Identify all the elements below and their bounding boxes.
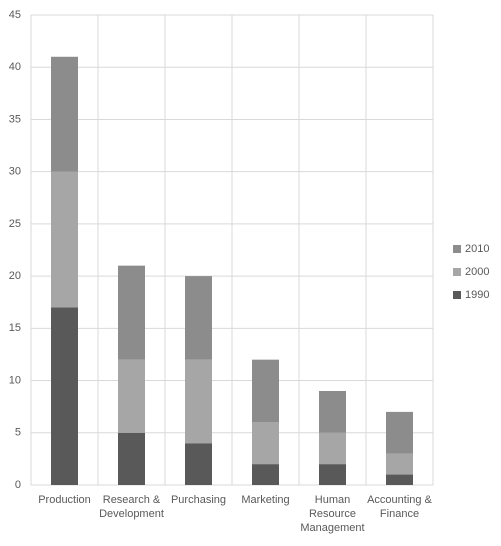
bar-segment xyxy=(185,443,212,485)
x-tick-label: Marketing xyxy=(241,494,290,506)
legend-swatch xyxy=(453,291,461,299)
x-tick-label: Production xyxy=(38,494,91,506)
bar-segment xyxy=(252,422,279,465)
bar-segment xyxy=(118,359,145,433)
legend-label: 1990 xyxy=(465,289,489,301)
y-tick-label: 40 xyxy=(9,61,21,73)
y-tick-label: 20 xyxy=(9,270,21,282)
bar-segment xyxy=(386,411,413,454)
bar-segment xyxy=(51,56,78,172)
bar-segment xyxy=(51,307,78,485)
bar-segment xyxy=(386,453,413,475)
y-tick-label: 35 xyxy=(9,113,21,125)
bar-segment xyxy=(185,359,212,444)
bar-segment xyxy=(319,391,346,433)
bar-segment xyxy=(185,276,212,360)
bar-segment xyxy=(118,432,145,485)
bar-segment xyxy=(252,464,279,485)
bar-segment xyxy=(386,474,413,485)
bar-segment xyxy=(51,171,78,308)
x-tick-label: Accounting & Finance xyxy=(367,494,432,520)
x-tick-label: Research & Development xyxy=(99,494,164,520)
legend-label: 2010 xyxy=(465,243,489,255)
bar-segment xyxy=(319,464,346,485)
x-tick-label: Human Resource Management xyxy=(300,494,365,534)
y-tick-label: 45 xyxy=(9,9,21,21)
y-tick-label: 30 xyxy=(9,166,21,178)
legend-swatch xyxy=(453,268,461,276)
legend-label: 2000 xyxy=(465,266,489,278)
y-tick-label: 0 xyxy=(15,479,21,491)
y-tick-label: 15 xyxy=(9,322,21,334)
legend-swatch xyxy=(453,245,461,253)
bar-segment xyxy=(118,265,145,360)
y-tick-label: 10 xyxy=(9,374,21,386)
bar-segment xyxy=(319,432,346,465)
x-tick-label: Purchasing xyxy=(170,494,227,506)
bar-segment xyxy=(252,359,279,423)
y-tick-label: 25 xyxy=(9,218,21,230)
y-tick-label: 5 xyxy=(15,427,21,439)
